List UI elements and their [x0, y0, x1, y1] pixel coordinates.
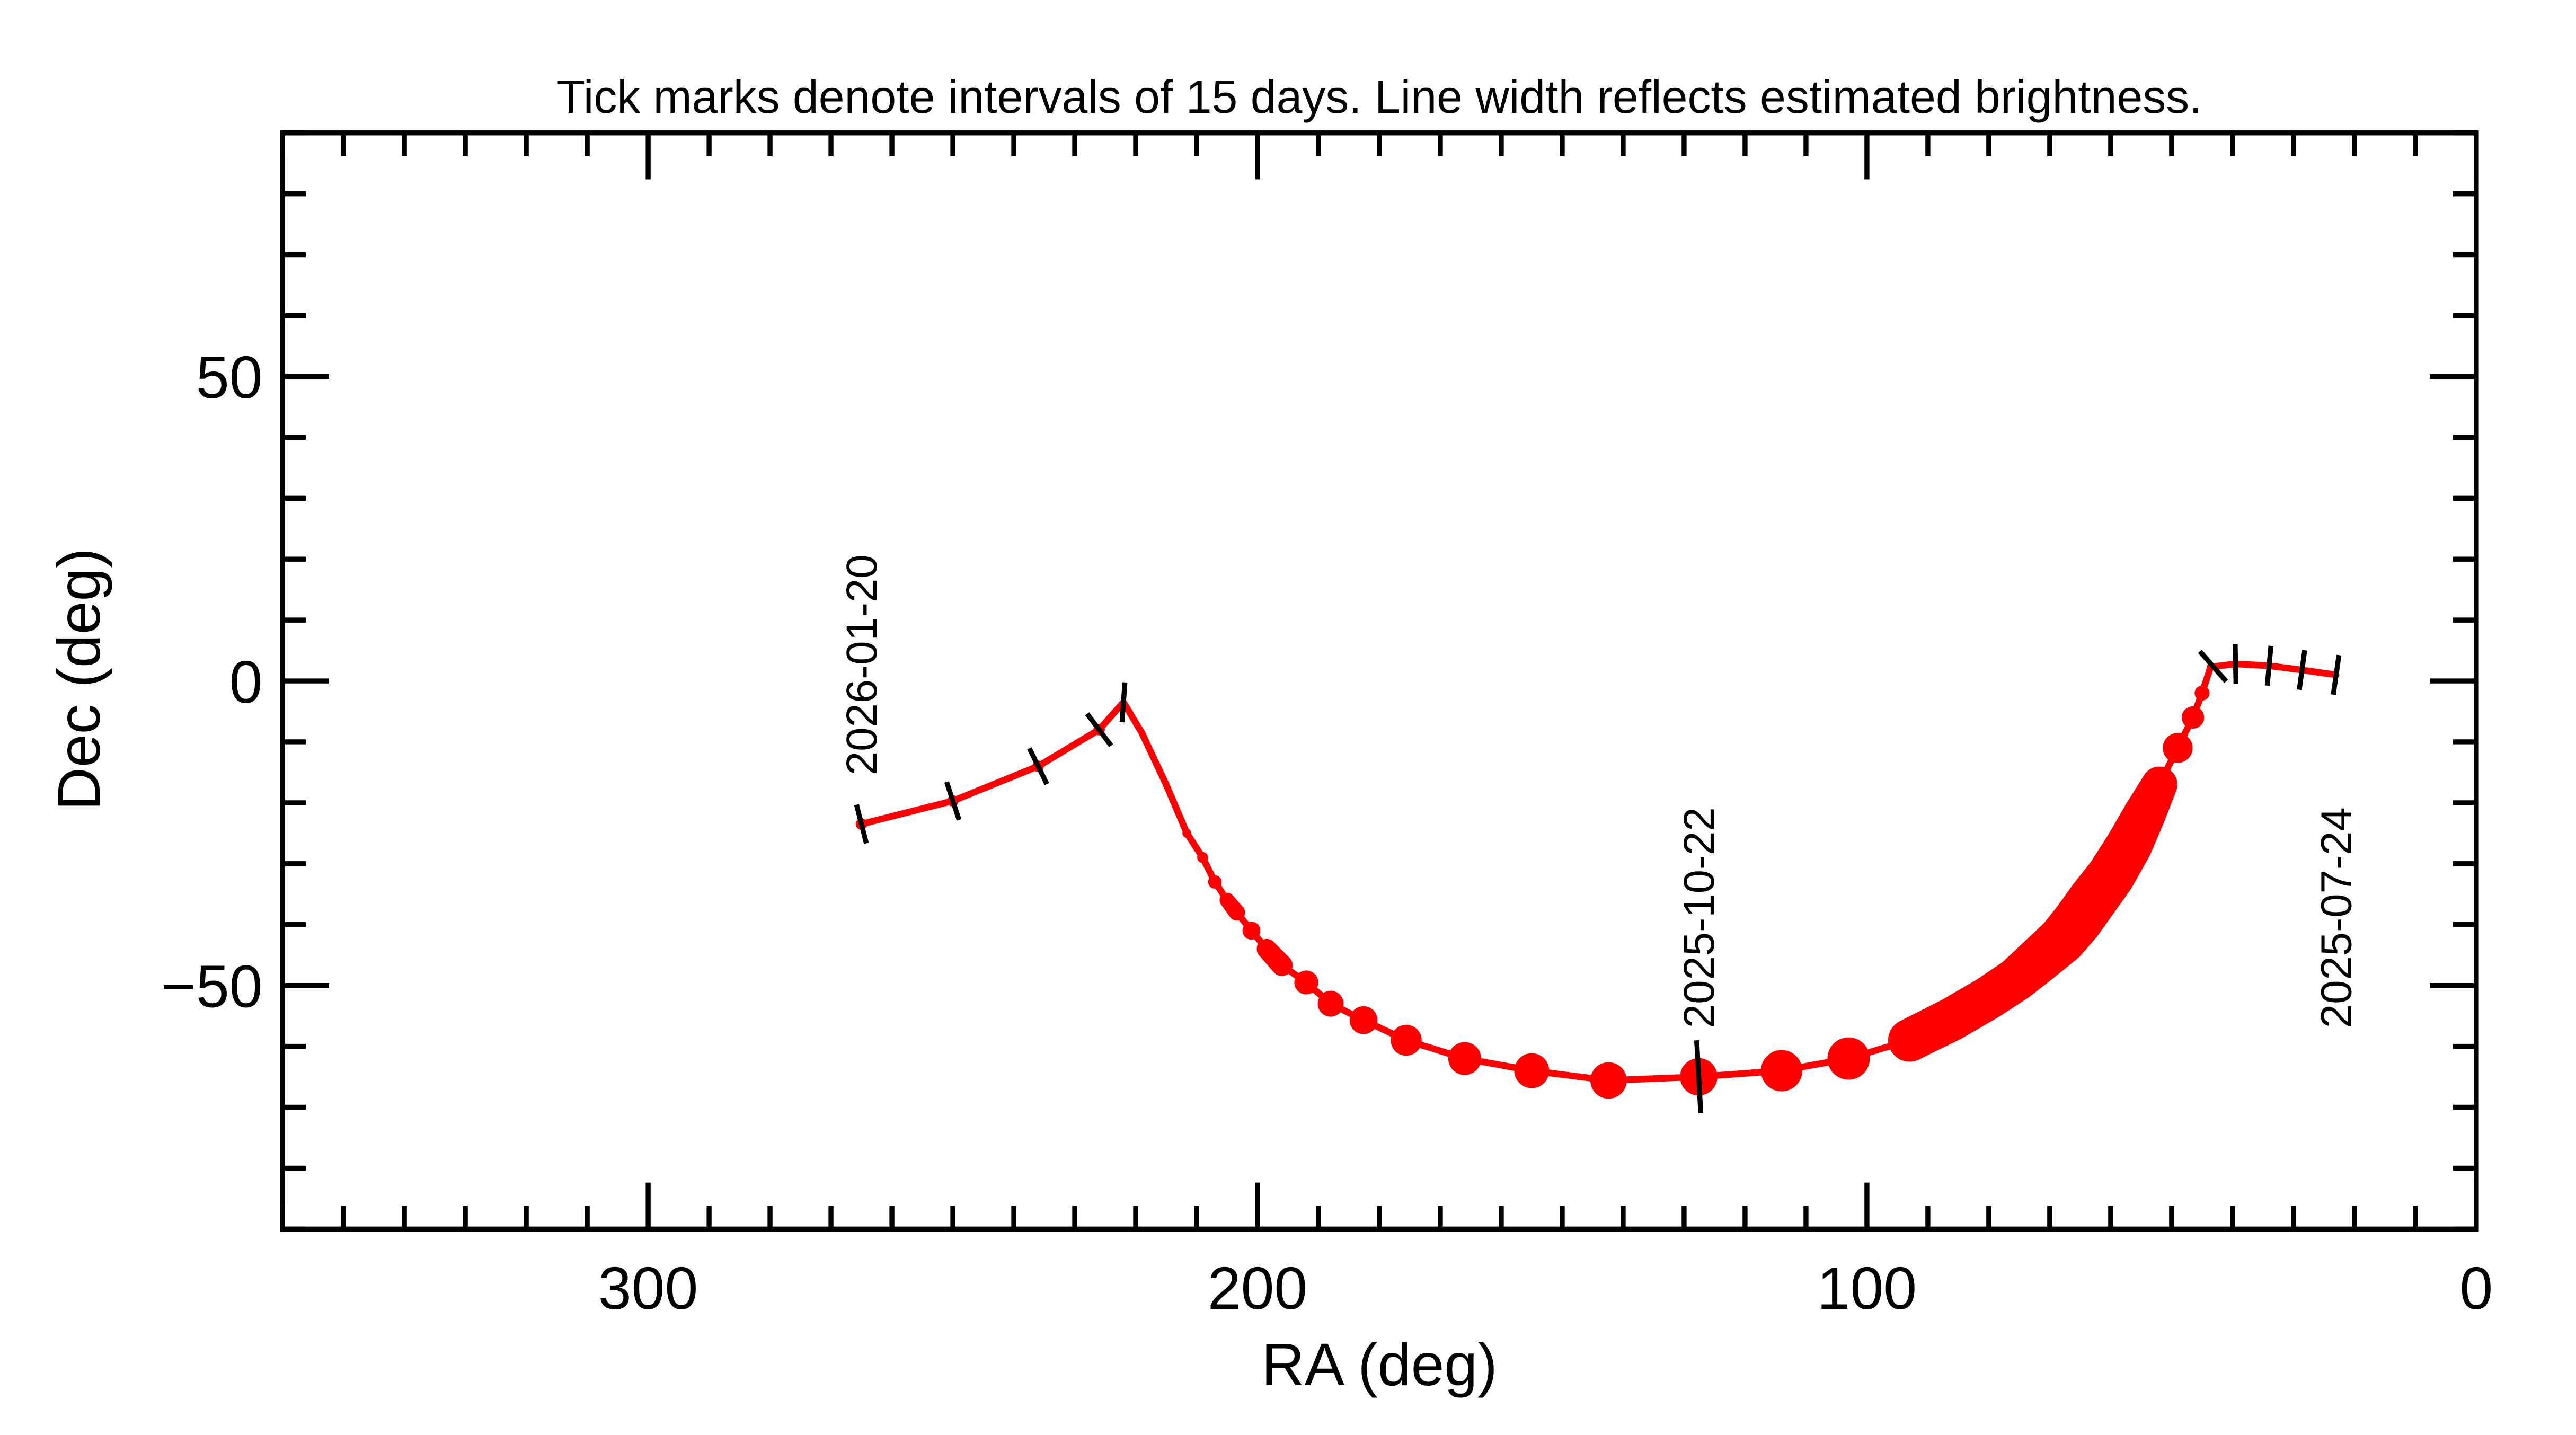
x-axis-label: RA (deg) [1261, 1331, 1498, 1398]
track-point [1197, 852, 1208, 863]
x-tick-label: 0 [2459, 1255, 2493, 1322]
track-point [1590, 1062, 1627, 1099]
track-point [2181, 706, 2205, 729]
y-tick-label: 50 [196, 344, 263, 411]
interval-tick [1694, 1040, 1704, 1114]
interval-tick [2331, 654, 2342, 695]
date-label: 2025-10-22 [1675, 807, 1723, 1028]
track-point [1162, 781, 1170, 788]
track-point [2163, 733, 2193, 763]
interval-tick [2198, 650, 2228, 683]
track-point [1827, 1037, 1870, 1080]
x-tick-label: 200 [1208, 1255, 1307, 1322]
track-point [1391, 1024, 1422, 1056]
interval-tick [1085, 712, 1113, 747]
track-point [1182, 828, 1192, 838]
chart-title: Tick marks denote intervals of 15 days. … [556, 71, 2202, 123]
date-annotations: 2025-07-24 2025-10-22 2026-01-20 [838, 554, 2361, 1028]
interval-tick [2264, 645, 2273, 686]
y-tick-label: −50 [161, 953, 263, 1020]
interval-tick [2233, 644, 2239, 684]
track-point [1317, 990, 1344, 1017]
track-point [1514, 1053, 1550, 1088]
interval-tick [854, 804, 869, 844]
interval-ticks [854, 644, 2342, 1114]
track-point [2194, 685, 2210, 701]
y-tick-label: 0 [229, 649, 263, 715]
x-tick-label: 300 [598, 1255, 698, 1322]
track-point [1256, 938, 1277, 959]
interval-tick [1119, 682, 1128, 723]
track-point [1208, 875, 1222, 889]
track-point [1888, 1018, 1931, 1062]
date-label: 2025-07-24 [2313, 807, 2361, 1028]
date-label: 2026-01-20 [838, 554, 886, 775]
track-point [1138, 729, 1145, 736]
track-layer [855, 660, 2340, 1099]
interval-tick [944, 781, 962, 821]
axes: 300 200 100 0 50 0 −50 [161, 130, 2493, 1322]
plot-frame [280, 130, 2479, 1232]
interval-tick [2297, 650, 2307, 690]
track-point [1219, 892, 1235, 908]
track-point [1760, 1050, 1802, 1092]
track-point [1294, 970, 1318, 995]
interval-tick [1027, 747, 1049, 785]
track-point [1242, 922, 1261, 940]
x-tick-label: 100 [1817, 1255, 1917, 1322]
track-point [1448, 1042, 1482, 1075]
y-axis-label: Dec (deg) [46, 548, 112, 810]
track-point [1349, 1006, 1378, 1034]
